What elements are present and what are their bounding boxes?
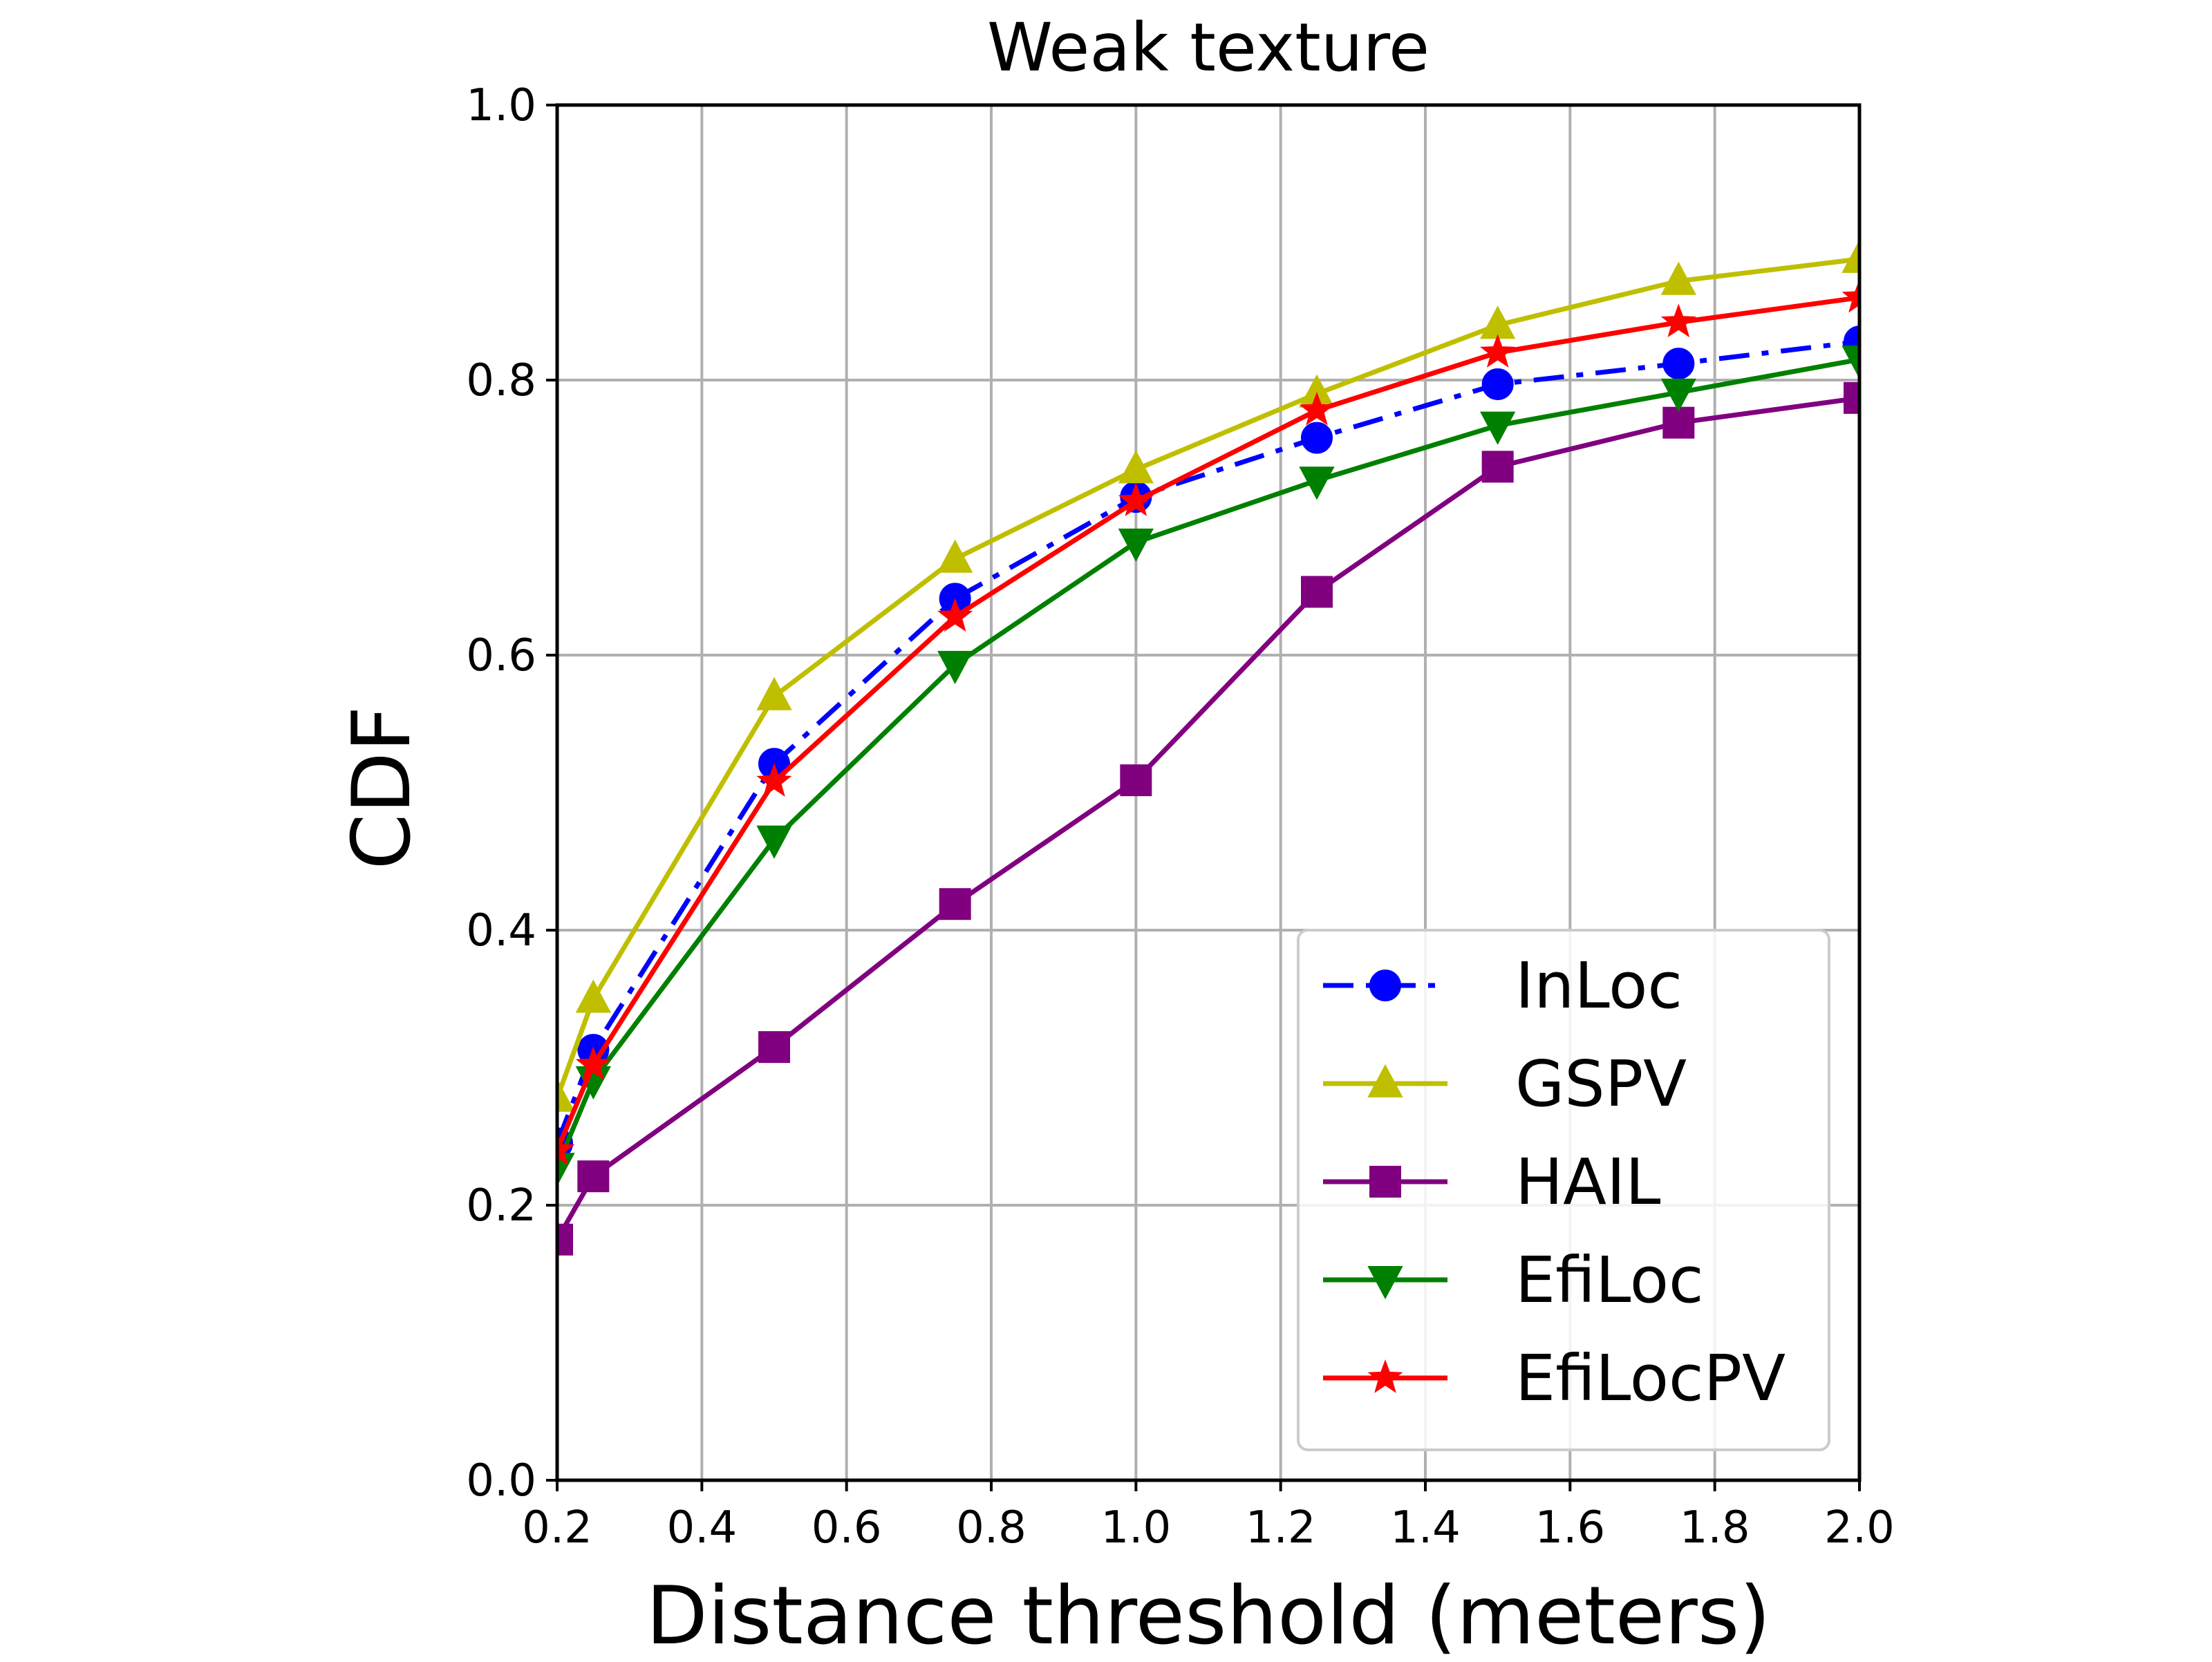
x-tick-label-0: 0.2 [522,1502,592,1554]
y-tick-label-5: 1.0 [466,80,536,131]
series-efilocpv [557,278,1859,1166]
data-point-gspv-3 [937,539,973,573]
legend-swatch-marker [1367,1266,1403,1300]
x-tick-label-9: 2.0 [1824,1502,1895,1554]
data-point-hail-0 [557,1223,573,1256]
x-tick-label-7: 1.6 [1535,1502,1605,1554]
plot-area [557,239,1859,1256]
y-tick-label-0: 0.0 [466,1455,536,1507]
data-point-efilocpv-1 [575,1046,611,1080]
data-point-efilocpv-3 [937,598,973,632]
data-point-efiloc-7 [1660,378,1696,413]
data-point-efiloc-5 [1299,466,1335,500]
legend-label-inloc: InLoc [1515,949,1683,1023]
data-point-efiloc-3 [937,650,973,685]
data-point-efiloc-4 [1118,528,1154,562]
data-point-efilocpv-7 [1660,303,1696,338]
series-gspv [557,239,1859,1112]
x-tick-label-5: 1.2 [1246,1502,1316,1554]
legend-swatch-marker [1367,1359,1403,1393]
data-point-hail-7 [1662,406,1695,439]
legend-item-inloc: InLoc [1323,949,1683,1023]
axis-ticks: 0.2 0.4 0.6 0.8 1.0 1.2 1.4 1.6 1.8 2.00.00.20.40… [466,80,1895,1554]
y-tick-label-4: 0.8 [466,355,536,406]
legend-label-gspv: GSPV [1515,1047,1687,1121]
data-point-efiloc-6 [1480,411,1516,445]
data-point-gspv-7 [1660,261,1696,295]
data-point-efiloc-8 [1841,346,1859,379]
x-axis-label: Distance threshold (meters) [646,1569,1770,1659]
y-tick-label-3: 0.6 [466,630,536,681]
data-point-hail-4 [1120,764,1152,797]
data-point-hail-1 [577,1160,610,1193]
data-point-efiloc-2 [756,825,792,859]
plot-frame [555,103,1862,1482]
data-point-hail-5 [1301,576,1333,608]
data-point-gspv-2 [756,677,792,710]
x-tick-label-6: 1.4 [1390,1502,1461,1554]
legend-label-efiloc: EfiLoc [1515,1243,1704,1317]
data-point-efilocpv-2 [756,763,792,797]
data-point-gspv-8 [1841,239,1859,273]
legend-label-efilocpv: EfiLocPV [1515,1341,1785,1415]
data-point-inloc-6 [1481,368,1514,400]
legend-item-efiloc: EfiLoc [1323,1243,1704,1317]
series-efiloc [557,346,1859,1187]
data-point-efiloc-0 [557,1153,575,1187]
data-point-gspv-1 [575,979,611,1013]
x-tick-label-1: 0.4 [666,1502,737,1554]
x-tick-label-8: 1.8 [1680,1502,1750,1554]
data-point-hail-8 [1844,381,1859,414]
data-point-gspv-0 [557,1078,575,1112]
legend-item-efilocpv: EfiLocPV [1323,1341,1785,1415]
series-hail [557,381,1859,1256]
chart-title: Weak texture [987,9,1430,86]
legend-swatch-marker [1367,1064,1403,1097]
x-tick-label-4: 1.0 [1100,1502,1171,1554]
legend-swatch-marker [1369,970,1401,1001]
y-tick-label-1: 0.2 [466,1180,536,1231]
legend-swatch-marker [1369,1166,1401,1198]
data-point-hail-3 [939,888,971,920]
data-point-efilocpv-8 [1841,278,1859,313]
data-point-efilocpv-5 [1299,391,1335,426]
data-point-efilocpv-0 [557,1131,575,1166]
x-tick-label-3: 0.8 [956,1502,1027,1554]
data-point-inloc-5 [1301,422,1333,454]
legend-box [1297,929,1830,1451]
legend-item-hail: HAIL [1323,1145,1661,1219]
legend: InLoc GSPV HAIL EfiLoc EfiLocPV [1297,929,1830,1451]
data-point-hail-2 [758,1031,790,1064]
legend-item-gspv: GSPV [1323,1047,1687,1121]
data-point-efilocpv-6 [1480,334,1516,368]
data-point-hail-6 [1481,451,1514,483]
data-point-efilocpv-4 [1118,482,1154,516]
y-axis-label: CDF [335,706,429,869]
x-tick-label-2: 0.6 [812,1502,882,1554]
data-point-inloc-7 [1662,348,1695,380]
legend-label-hail: HAIL [1515,1145,1661,1219]
y-tick-label-2: 0.4 [466,905,536,956]
